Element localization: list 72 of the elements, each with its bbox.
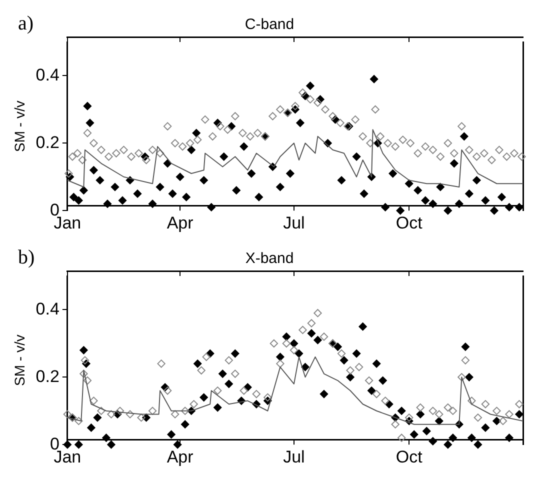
point xyxy=(346,366,354,375)
point xyxy=(282,339,291,348)
point xyxy=(170,410,180,418)
point xyxy=(240,386,248,395)
point xyxy=(83,376,92,385)
point xyxy=(405,414,414,422)
chart-title: C-band xyxy=(244,16,294,34)
y-axis-title: SM - v/v xyxy=(11,334,28,386)
point xyxy=(448,406,458,415)
y-tick-label: 0.2 xyxy=(36,132,60,152)
point xyxy=(74,416,83,426)
point xyxy=(107,410,116,418)
point xyxy=(320,332,328,341)
point xyxy=(202,352,210,362)
point xyxy=(290,346,298,354)
x-tick-label: Apr xyxy=(166,213,194,232)
y-axis-title: SM - v/v xyxy=(11,100,28,152)
point xyxy=(314,308,322,318)
point xyxy=(231,370,240,378)
point xyxy=(307,319,316,328)
point xyxy=(163,386,172,395)
x-tick-label: Oct xyxy=(396,213,423,232)
point xyxy=(337,349,346,358)
point xyxy=(398,434,406,442)
point xyxy=(126,410,134,418)
x-tick-label: Oct xyxy=(396,447,423,466)
y-tick-label: 0.4 xyxy=(36,299,60,318)
x-tick-label: Apr xyxy=(166,447,194,466)
text: b) xyxy=(18,246,35,268)
point xyxy=(63,410,72,418)
point xyxy=(116,406,124,415)
point xyxy=(474,414,482,422)
point xyxy=(252,390,261,398)
point xyxy=(224,356,233,364)
point xyxy=(444,403,452,412)
point xyxy=(468,396,476,405)
point xyxy=(391,420,400,428)
point xyxy=(354,362,364,372)
point xyxy=(97,406,106,415)
y-tick-label: 0.2 xyxy=(36,366,60,386)
point xyxy=(492,406,501,415)
point xyxy=(157,360,166,368)
point xyxy=(458,373,466,382)
chart-title: X-band xyxy=(245,250,294,268)
point xyxy=(276,360,284,368)
x-tick-label: Jul xyxy=(283,213,305,232)
point xyxy=(180,406,190,415)
point xyxy=(461,356,470,364)
point xyxy=(80,370,88,378)
point xyxy=(148,406,157,415)
point xyxy=(498,416,508,426)
point xyxy=(428,406,437,415)
point xyxy=(80,356,90,364)
point xyxy=(264,393,272,402)
point xyxy=(416,403,424,412)
point xyxy=(197,366,206,375)
point xyxy=(372,390,381,398)
text: a) xyxy=(18,12,34,34)
point xyxy=(270,339,278,348)
point xyxy=(190,400,198,408)
point xyxy=(481,400,490,408)
point xyxy=(137,414,146,422)
point xyxy=(90,396,98,405)
y-tick-label: 0.4 xyxy=(36,65,60,84)
point xyxy=(381,396,390,405)
point xyxy=(214,386,222,395)
point xyxy=(515,400,524,408)
point xyxy=(364,376,374,385)
point xyxy=(505,410,514,418)
x-tick-label: Jul xyxy=(283,447,305,466)
point xyxy=(435,410,444,418)
point xyxy=(298,326,307,334)
